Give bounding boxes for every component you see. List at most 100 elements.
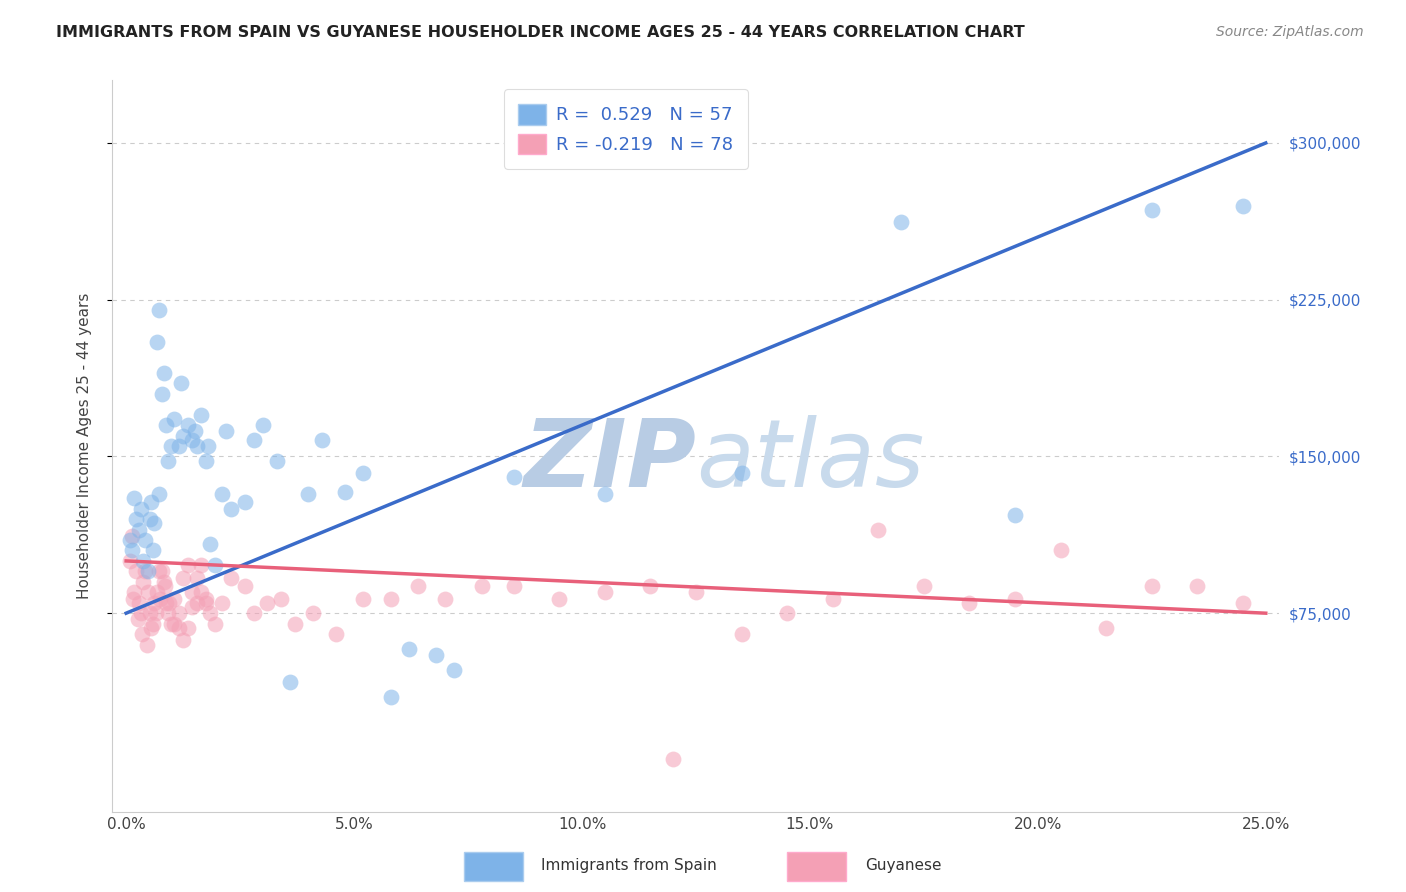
Point [172,633,194,648]
Point [157,453,180,467]
Point [204,616,226,631]
Point [183,425,205,439]
Point [204,558,226,573]
Point [352,591,374,606]
Point [153,579,176,593]
Point [912,579,935,593]
Point [181,599,204,614]
Point [219,571,242,585]
Point [145,606,167,620]
Point [685,585,707,599]
Point [1095,621,1118,635]
Point [172,428,194,442]
Point [163,591,186,606]
Point [197,439,219,453]
Point [146,334,169,349]
Point [776,606,799,620]
Point [159,596,181,610]
Point [163,412,186,426]
Point [146,585,169,599]
Point [959,596,981,610]
Point [640,579,662,593]
Point [502,579,524,593]
Point [730,466,752,480]
Point [129,606,152,620]
Point [1232,596,1254,610]
Point [155,418,177,433]
Point [172,571,194,585]
FancyBboxPatch shape [787,852,846,881]
Point [134,565,156,579]
Point [176,621,198,635]
Point [311,433,333,447]
Point [143,516,166,531]
Point [284,616,307,631]
Point [194,453,217,467]
Point [593,585,616,599]
Point [139,606,162,620]
Point [471,579,494,593]
Point [142,543,165,558]
Text: IMMIGRANTS FROM SPAIN VS GUYANESE HOUSEHOLDER INCOME AGES 25 - 44 YEARS CORRELAT: IMMIGRANTS FROM SPAIN VS GUYANESE HOUSEH… [56,25,1025,40]
Point [118,554,141,568]
Point [163,616,186,631]
Point [200,537,222,551]
Point [121,529,143,543]
Point [186,571,208,585]
Text: Guyanese: Guyanese [865,858,941,872]
Point [176,558,198,573]
Point [194,591,217,606]
Point [380,591,402,606]
Point [233,495,256,509]
Point [150,386,173,401]
Point [219,501,242,516]
Point [160,439,183,453]
Point [167,439,190,453]
Point [148,303,170,318]
Text: Immigrants from Spain: Immigrants from Spain [541,858,717,872]
Point [129,501,152,516]
FancyBboxPatch shape [464,852,523,881]
Point [215,425,238,439]
Point [122,591,145,606]
Point [233,579,256,593]
Point [139,512,162,526]
Point [148,487,170,501]
Point [124,585,146,599]
Point [1140,579,1163,593]
Point [278,675,301,690]
Point [730,627,752,641]
Point [406,579,429,593]
Point [152,366,174,380]
Point [868,523,890,537]
Point [136,565,159,579]
Text: ZIP: ZIP [523,415,696,507]
Point [1049,543,1071,558]
Point [302,606,325,620]
Point [128,596,150,610]
Point [135,638,157,652]
Point [125,512,148,526]
Point [190,585,212,599]
Point [443,663,465,677]
Point [1232,199,1254,213]
Point [194,596,217,610]
Point [190,558,212,573]
Point [155,596,177,610]
Point [157,606,180,620]
Point [256,596,278,610]
Text: Source: ZipAtlas.com: Source: ZipAtlas.com [1216,25,1364,39]
Point [132,574,155,589]
Point [181,433,204,447]
Point [243,433,266,447]
Point [125,565,148,579]
Point [398,641,420,656]
Point [190,408,212,422]
Point [132,554,155,568]
Point [131,627,153,641]
Point [333,485,356,500]
Point [380,690,402,704]
Point [143,596,166,610]
Point [186,439,208,453]
Point [142,616,165,631]
